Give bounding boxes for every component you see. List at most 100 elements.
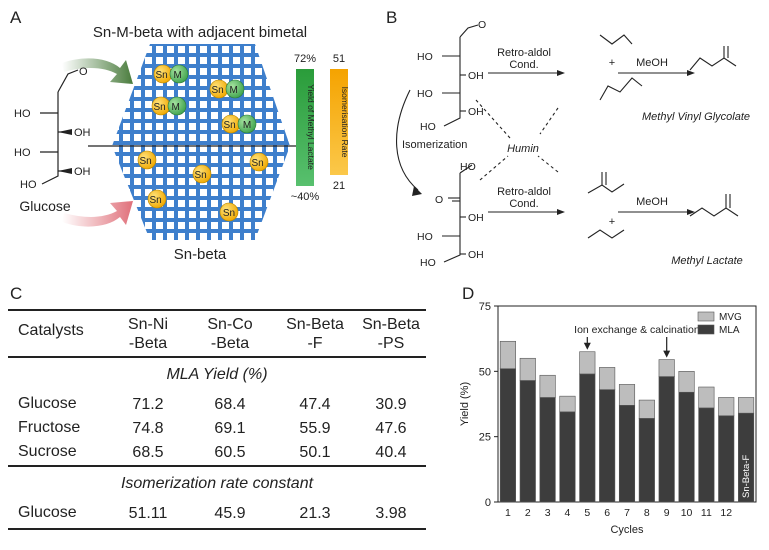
bar-mla	[499, 368, 516, 503]
meoh-1: MeOH	[636, 57, 668, 69]
sn-sites	[137, 150, 269, 222]
row-glucose-label: Glucose	[18, 395, 77, 412]
section-isomerization: Isomerization rate constant	[120, 475, 314, 492]
x-axis-label: Cycles	[610, 524, 644, 536]
cell: 21.3	[299, 505, 331, 522]
panel-a-graphic: Sn M Sn M Sn M Sn M Sn Sn Sn Sn Sn Sn-M-…	[14, 24, 350, 263]
oh-label: OH	[468, 70, 484, 82]
oh-label: OH	[468, 106, 484, 118]
cell: 50.1	[299, 444, 331, 461]
annotation-arrowhead	[663, 350, 671, 358]
zeolite-hexagon	[112, 44, 290, 240]
y-tick-label: 50	[479, 366, 491, 378]
ho-label: HO	[14, 108, 31, 120]
rate-bar	[330, 69, 348, 175]
plus-1: +	[609, 57, 615, 69]
sn-label: Sn	[211, 85, 223, 96]
bar-mvg	[519, 357, 536, 381]
sn-label: Sn	[251, 158, 263, 169]
cell: 60.5	[214, 444, 246, 461]
green-arrow-icon	[62, 58, 133, 84]
bar-mvg	[738, 397, 755, 414]
sn-m-pair-1	[153, 64, 189, 84]
bar-mvg	[618, 384, 636, 406]
x-tick-label: 8	[644, 507, 650, 519]
x-tick-label: 2	[525, 507, 531, 519]
sn-label: Sn	[155, 70, 167, 81]
x-tick-label: 3	[545, 507, 551, 519]
bar-mla	[658, 376, 675, 503]
x-tick-label: 10	[681, 507, 693, 519]
yield-bar	[296, 69, 314, 186]
panel-b-scheme: O HO OH HO OH HO HO O OH HO OH HO Retro-…	[396, 19, 750, 269]
bar-mvg	[559, 395, 576, 413]
o-label: O	[79, 66, 88, 78]
panel-b-letter: B	[386, 8, 398, 27]
x-tick-label: 12	[720, 507, 732, 519]
x-tick-label: 4	[565, 507, 571, 519]
bar-mvg	[638, 399, 655, 419]
row-fructose-label: Fructose	[18, 419, 81, 436]
sn-label: Sn	[149, 195, 161, 206]
isomerization-label: Isomerization	[402, 139, 467, 151]
humin-label: Humin	[507, 143, 539, 155]
ho-label: HO	[14, 147, 31, 159]
bar-mla	[618, 405, 636, 503]
glucose-structure	[40, 69, 79, 185]
header-col3: Sn-Beta -F	[286, 316, 344, 352]
bar-mla	[718, 415, 735, 503]
panel-d-letter: D	[462, 284, 475, 303]
svg-text:O HO OH HO OH: O HO OH HO OH HO	[14, 66, 94, 191]
sn-m-pair-4	[221, 114, 257, 134]
bar-mla	[599, 389, 616, 503]
plus-2: +	[609, 216, 615, 228]
inset-label: Sn-Beta-F	[741, 455, 752, 498]
yield-top: 72%	[294, 53, 316, 65]
sn-label: Sn	[153, 102, 165, 113]
panel-c-table: Catalysts Sn-Ni -Beta Sn-Co -Beta Sn-Beta -…	[0, 300, 440, 550]
legend-label: MVG	[719, 312, 742, 323]
m-label: M	[229, 85, 237, 96]
header-col2: Sn-Co -Beta	[207, 316, 253, 352]
y-tick-label: 75	[479, 301, 491, 313]
bar-mvg	[658, 359, 675, 377]
legend-label: MLA	[719, 325, 740, 336]
bar-mla	[579, 373, 596, 503]
header-catalysts: Catalysts	[18, 322, 84, 339]
bar-mla	[519, 380, 536, 503]
panel-c-letter: C	[10, 284, 23, 303]
legend-swatch	[697, 311, 715, 322]
bar-mvg	[539, 374, 556, 398]
row-glucose-rate-label: Glucose	[18, 504, 77, 521]
product-mvg: Methyl Vinyl Glycolate	[642, 111, 750, 123]
x-tick-label: 9	[664, 507, 670, 519]
ho-label: HO	[417, 231, 433, 243]
bar-mvg	[599, 367, 616, 390]
rate-top: 51	[333, 53, 345, 65]
cell: 71.2	[132, 396, 164, 413]
o-label: O	[478, 19, 486, 31]
cell: 40.4	[375, 444, 407, 461]
meoh-2: MeOH	[636, 196, 668, 208]
cell: 69.1	[214, 420, 246, 437]
cell: 3.98	[375, 505, 407, 522]
svg-text:Sn M Sn M Sn: Sn M Sn M Sn M Sn M	[153, 70, 251, 131]
bar-mvg	[698, 386, 715, 409]
x-tick-label: 6	[604, 507, 610, 519]
section-mla-yield: MLA Yield (%)	[166, 366, 268, 383]
x-tick-label: 1	[505, 507, 511, 519]
table-top-rule	[8, 309, 426, 311]
red-arrow-icon	[62, 201, 133, 227]
retro-aldol-2: Retro-aldol	[497, 186, 551, 198]
annotation-arrowhead	[583, 342, 591, 350]
y-axis-label: Yield (%)	[459, 382, 471, 426]
bar-mvg	[579, 351, 596, 375]
bar-mla	[539, 397, 556, 503]
sn-m-pair-3	[151, 96, 187, 116]
table-header-rule	[8, 356, 426, 358]
sn-label: Sn	[223, 120, 235, 131]
bar-mvg	[499, 340, 516, 370]
header-col4: Sn-Beta -PS	[362, 316, 420, 352]
row-sucrose-label: Sucrose	[18, 443, 77, 460]
oh-label: OH	[74, 127, 91, 139]
